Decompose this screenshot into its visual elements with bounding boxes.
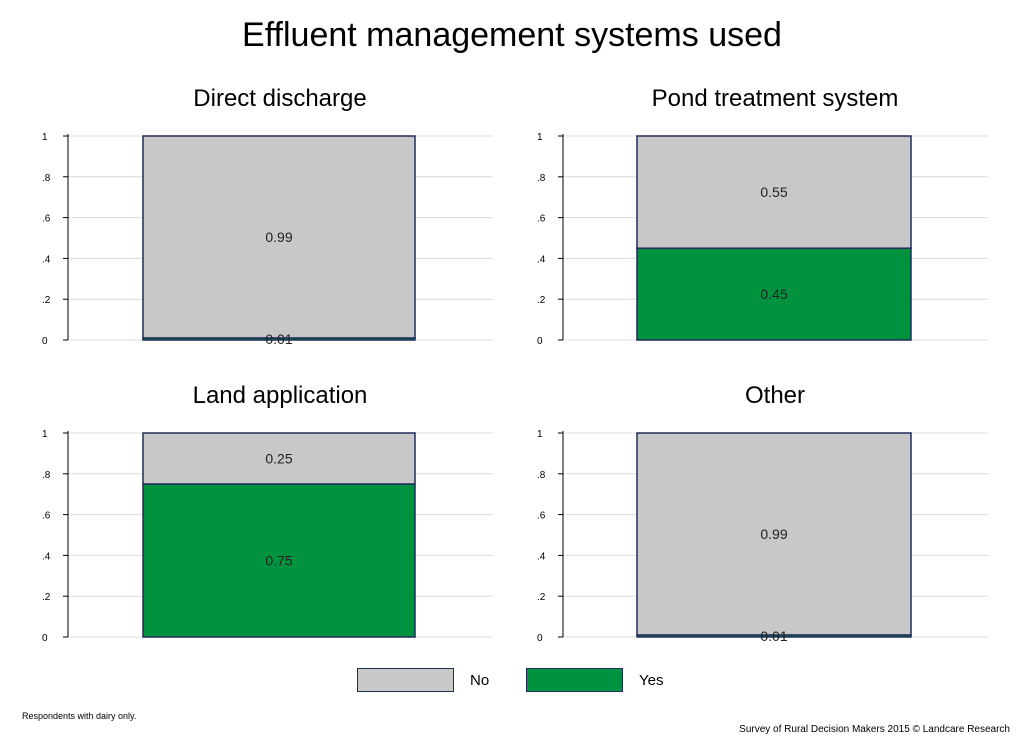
- y-tick-label-direct-discharge: 1: [42, 132, 48, 143]
- legend-swatch-no: [357, 668, 454, 692]
- y-tick-label-other: 1: [537, 429, 543, 440]
- y-tick-label-land-application: .2: [42, 592, 51, 603]
- data-label-yes-pond-treatment-system: 0.45: [760, 286, 787, 302]
- y-tick-label-other: .8: [537, 470, 546, 481]
- y-tick-label-land-application: .6: [42, 511, 51, 522]
- y-tick-label-pond-treatment-system: .2: [537, 295, 546, 306]
- chart-title: Effluent management systems used: [242, 16, 782, 54]
- source-note: Survey of Rural Decision Makers 2015 © L…: [739, 724, 1010, 735]
- bar-segment-no-direct-discharge: [142, 135, 416, 339]
- legend-swatch-yes: [526, 668, 623, 692]
- panel-title-other: Other: [745, 382, 805, 409]
- bar-segment-no-land-application: [142, 432, 416, 485]
- data-label-no-land-application: 0.25: [265, 451, 292, 467]
- legend-label-yes: Yes: [639, 671, 664, 689]
- data-label-no-other: 0.99: [760, 526, 787, 542]
- panel-title-land-application: Land application: [193, 382, 368, 409]
- data-label-yes-direct-discharge: 0.01: [265, 331, 292, 347]
- footnote: Respondents with dairy only.: [22, 711, 137, 721]
- bar-segment-yes-land-application: [142, 483, 416, 638]
- y-tick-label-land-application: .4: [42, 551, 51, 562]
- y-tick-label-other: .2: [537, 592, 546, 603]
- y-tick-label-pond-treatment-system: 1: [537, 132, 543, 143]
- y-tick-label-pond-treatment-system: .4: [537, 254, 546, 265]
- y-tick-label-other: .6: [537, 511, 546, 522]
- y-tick-label-land-application: 1: [42, 429, 48, 440]
- data-label-yes-other: 0.01: [760, 628, 787, 644]
- y-tick-label-direct-discharge: 0: [42, 336, 48, 347]
- y-tick-label-pond-treatment-system: .6: [537, 214, 546, 225]
- y-tick-label-land-application: 0: [42, 633, 48, 644]
- legend-item-yes: Yes: [526, 668, 663, 692]
- y-tick-label-other: 0: [537, 633, 543, 644]
- y-tick-label-direct-discharge: .4: [42, 254, 51, 265]
- y-tick-label-direct-discharge: .2: [42, 295, 51, 306]
- y-tick-label-other: .4: [537, 551, 546, 562]
- panel-title-direct-discharge: Direct discharge: [193, 85, 366, 112]
- data-label-no-direct-discharge: 0.99: [265, 229, 292, 245]
- legend: No Yes: [0, 668, 1024, 698]
- bar-segment-no-pond-treatment-system: [636, 135, 912, 249]
- y-tick-label-pond-treatment-system: .8: [537, 173, 546, 184]
- y-tick-label-direct-discharge: .8: [42, 173, 51, 184]
- data-label-no-pond-treatment-system: 0.55: [760, 184, 787, 200]
- legend-item-no: No: [357, 668, 489, 692]
- data-label-yes-land-application: 0.75: [265, 553, 292, 569]
- y-tick-label-direct-discharge: .6: [42, 214, 51, 225]
- bar-segment-no-other: [636, 432, 912, 636]
- panel-title-pond-treatment-system: Pond treatment system: [652, 85, 899, 112]
- y-tick-label-pond-treatment-system: 0: [537, 336, 543, 347]
- y-tick-label-land-application: .8: [42, 470, 51, 481]
- legend-label-no: No: [470, 671, 490, 689]
